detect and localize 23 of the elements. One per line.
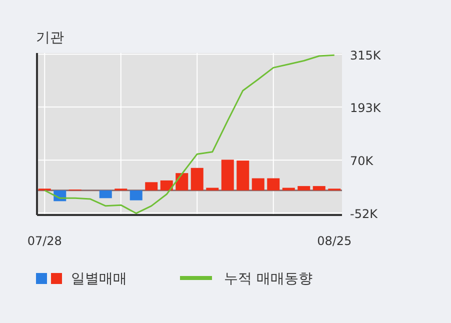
- x-tick-label: 08/25: [317, 234, 352, 248]
- bar: [190, 168, 204, 190]
- bar: [206, 188, 219, 190]
- bar: [312, 186, 326, 190]
- bar: [221, 160, 234, 190]
- legend-label: 일별매매: [71, 271, 127, 287]
- bar: [130, 190, 142, 200]
- bar: [282, 188, 295, 190]
- y-tick-label: -52K: [350, 206, 379, 221]
- y-tick-label: 70K: [350, 154, 374, 168]
- chart-title: 기관: [36, 30, 64, 46]
- bar: [298, 186, 310, 190]
- bar: [176, 173, 188, 190]
- bar: [160, 180, 173, 190]
- legend-label: 누적 매매동향: [224, 271, 312, 287]
- bar: [267, 178, 280, 190]
- bar: [236, 160, 250, 190]
- bar: [99, 190, 112, 198]
- bar: [145, 182, 158, 190]
- x-tick-label: 07/28: [27, 234, 62, 248]
- y-tick-label: 315K: [350, 48, 382, 62]
- y-tick-label: 193K: [350, 101, 382, 115]
- bar: [252, 178, 264, 190]
